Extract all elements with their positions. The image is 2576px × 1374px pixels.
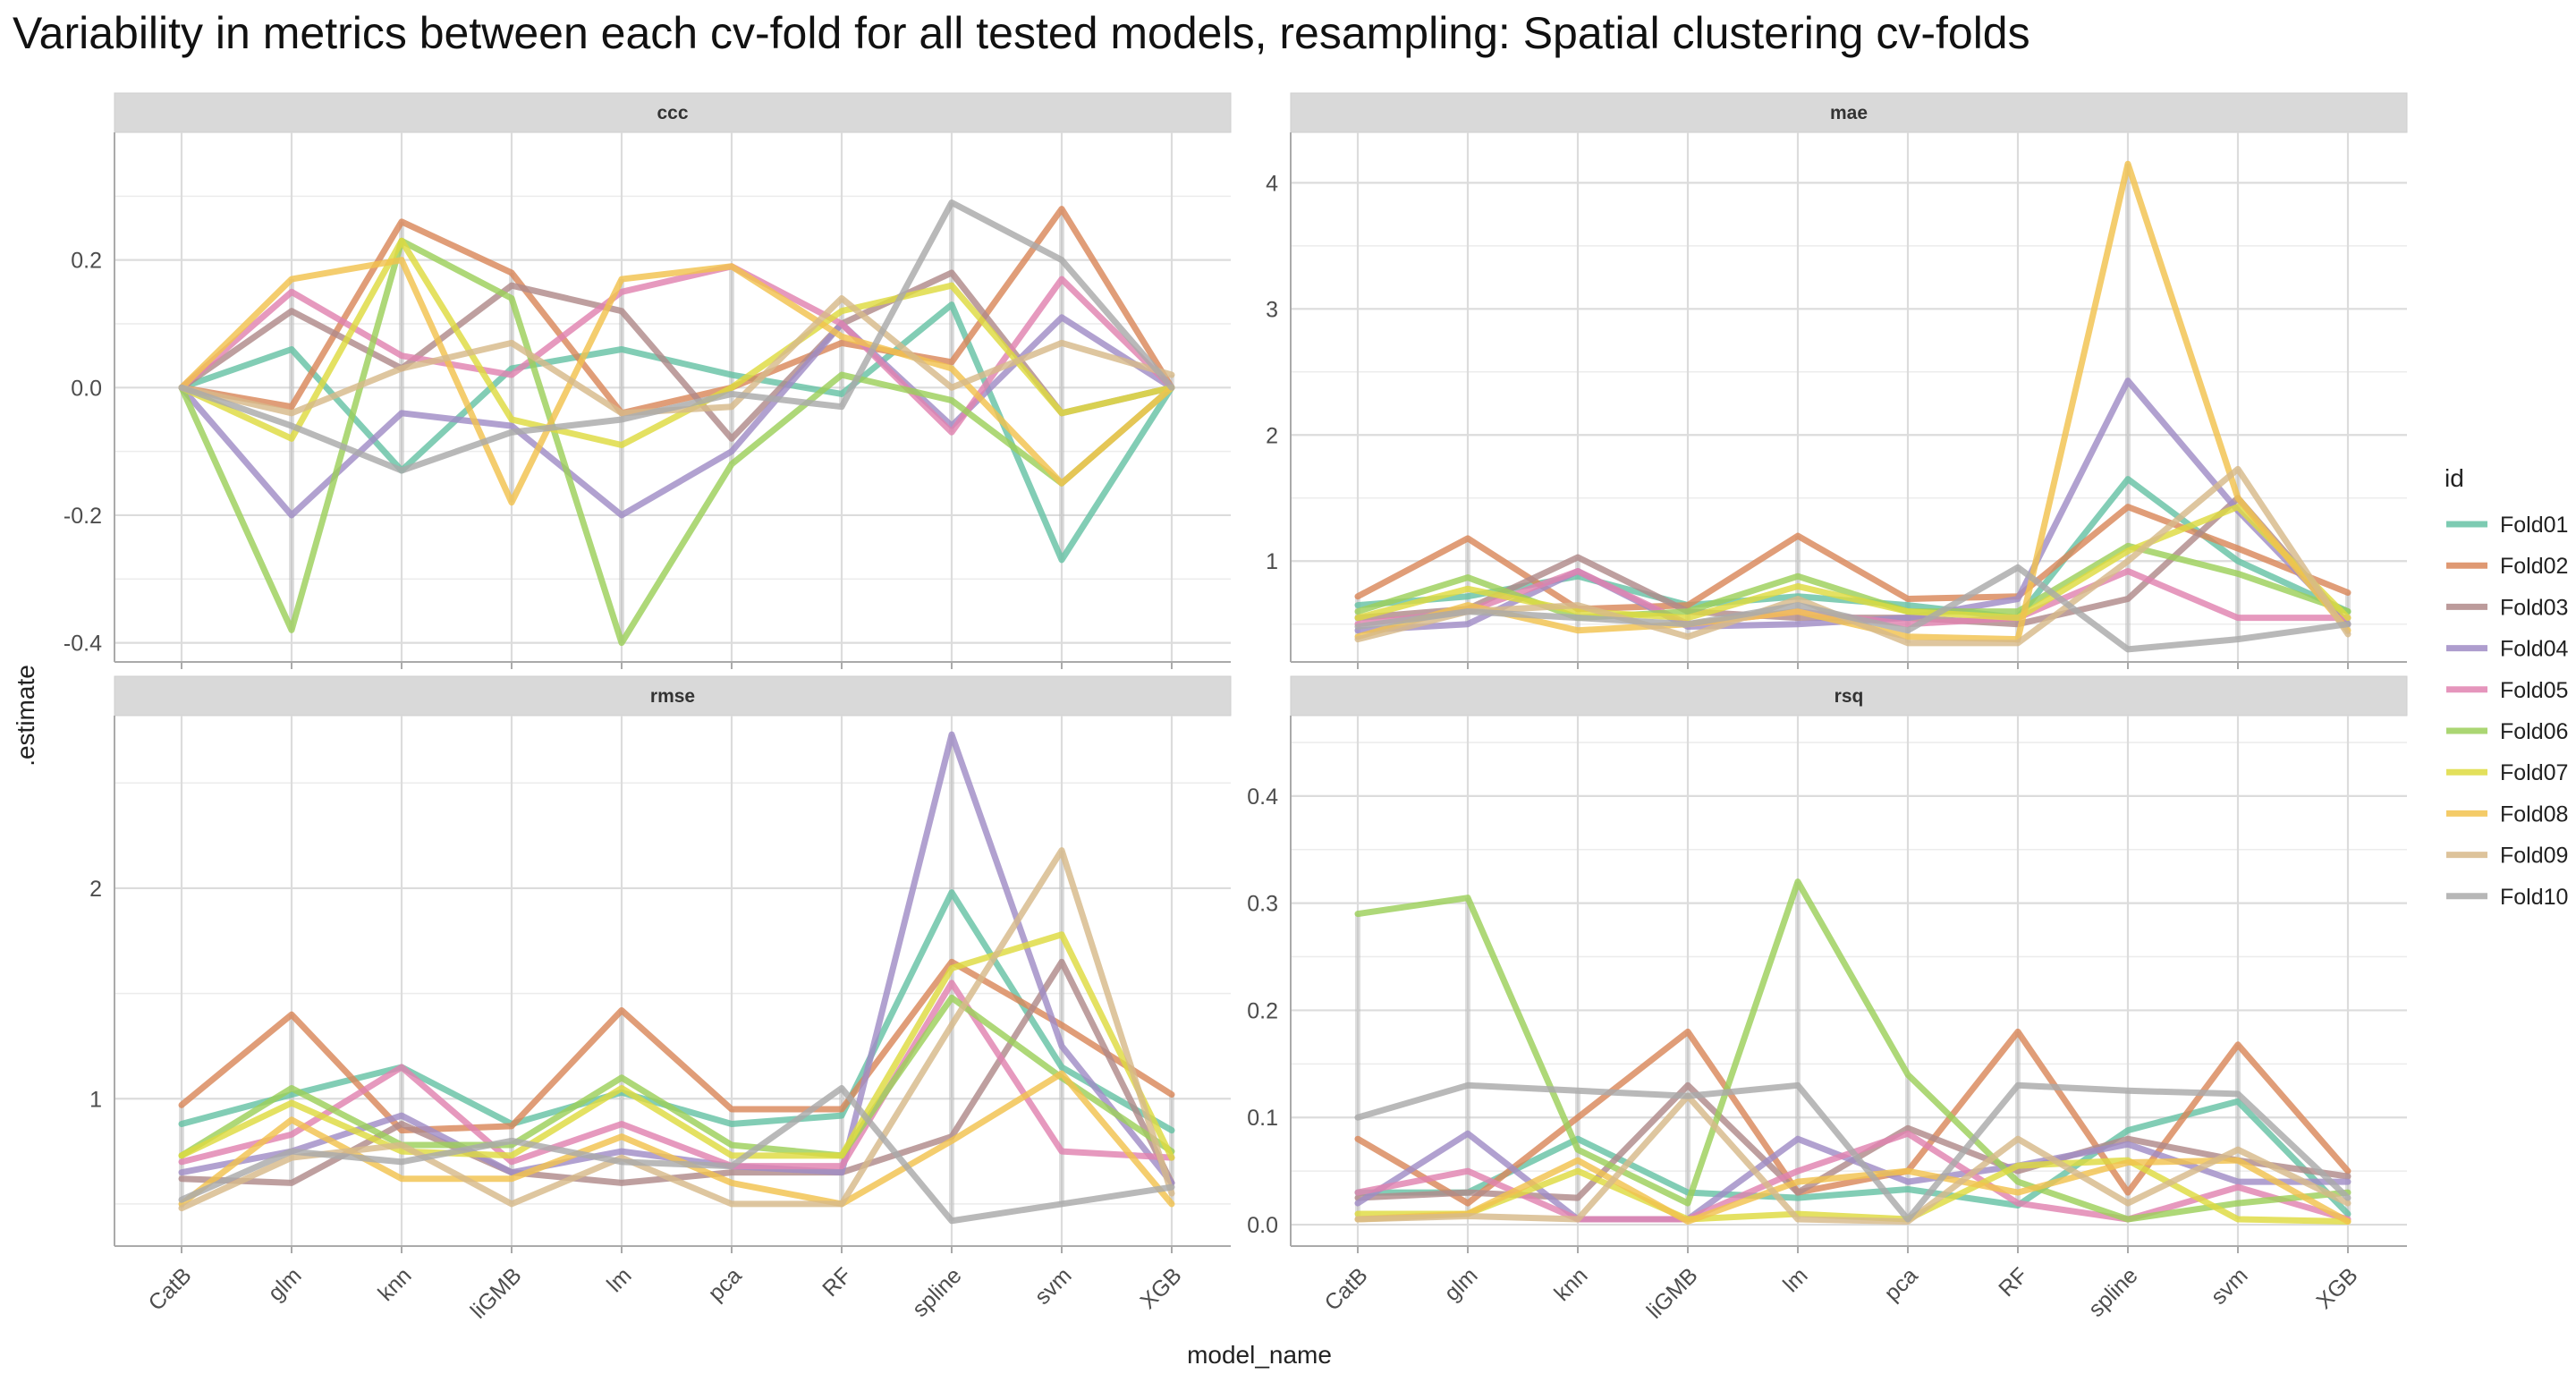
strip-mae [1290, 92, 2408, 133]
series-line-fold06-ccc [178, 237, 1175, 647]
strip-label-mae: mae [1830, 103, 1868, 123]
strip-rsq [1290, 675, 2408, 717]
series-line-fold09-rmse [178, 847, 1175, 1212]
x-tick-label: lm [602, 1263, 636, 1297]
legend-label-fold05: Fold05 [2500, 678, 2568, 703]
y-tick-label: 2 [1266, 423, 1278, 448]
series-line-fold02-ccc [178, 206, 1175, 417]
y-tick-label: 0.2 [71, 249, 102, 274]
series-line-fold04-ccc [178, 314, 1175, 519]
x-tick-label: spline [2084, 1263, 2143, 1322]
legend-title: id [2445, 464, 2464, 492]
x-tick-label: knn [1549, 1263, 1592, 1306]
series-line-fold03-rmse [178, 958, 1175, 1186]
strip-label-rmse: rmse [650, 686, 695, 707]
series-line-fold10-rmse [178, 1085, 1175, 1225]
legend-label-fold04: Fold04 [2500, 637, 2569, 662]
y-tick-label: 0.3 [1247, 892, 1278, 917]
legend-label-fold08: Fold08 [2500, 802, 2568, 827]
y-axis-title: .estimate [12, 665, 39, 767]
y-tick-label: 1 [89, 1087, 102, 1112]
x-tick-label: pca [703, 1263, 746, 1306]
legend-label-fold06: Fold06 [2500, 719, 2568, 744]
y-tick-label: -0.2 [64, 504, 102, 529]
series-line-fold05-rmse [178, 980, 1175, 1170]
x-tick-label: pca [1879, 1263, 1922, 1306]
series-line-fold04-rmse [178, 731, 1175, 1186]
legend-label-fold09: Fold09 [2500, 844, 2568, 869]
series-line-fold09-rsq [1354, 1092, 2351, 1225]
y-tick-label: 3 [1266, 297, 1278, 322]
series-line-fold08-ccc [178, 257, 1175, 506]
y-tick-label: 0.1 [1247, 1106, 1278, 1131]
strip-label-ccc: ccc [657, 103, 688, 123]
series-line-fold10-rsq [1354, 1081, 2351, 1223]
y-tick-label: 1 [1266, 549, 1278, 574]
series-line-fold07-rsq [1354, 1157, 2351, 1225]
legend: id Fold01 Fold02 Fold03 Fold04 Fold05 Fold06 Fo… [2445, 464, 2569, 910]
series-line-fold05-ccc [178, 263, 1175, 436]
series-line-fold01-ccc [178, 301, 1175, 564]
x-tick-label: lm [1778, 1263, 1812, 1297]
x-tick-label: knn [373, 1263, 416, 1306]
legend-label-fold02: Fold02 [2500, 554, 2568, 579]
series-line-fold06-rsq [1354, 878, 2351, 1223]
x-tick-label: glm [1439, 1263, 1482, 1306]
y-tick-label: 0.0 [71, 376, 102, 401]
series-line-fold06-rmse [178, 994, 1175, 1159]
x-tick-label: XGB [1135, 1263, 1186, 1314]
x-tick-label: CatB [1320, 1263, 1373, 1316]
x-tick-label: svm [2206, 1263, 2252, 1310]
y-tick-label: 4 [1266, 171, 1278, 196]
series-line-fold07-ccc [178, 237, 1175, 448]
panel-ccc: ccc -0.4 -0.2 0.0 0.2 [64, 92, 1232, 669]
legend-label-fold03: Fold03 [2500, 595, 2568, 620]
x-tick-label: RF [818, 1263, 856, 1302]
y-tick-label: -0.4 [64, 632, 102, 657]
legend-label-fold10: Fold10 [2500, 885, 2568, 910]
series-line-fold07-rmse [178, 931, 1175, 1161]
x-tick-label: RF [1994, 1263, 2032, 1302]
series-line-fold07-mae [1354, 504, 2351, 622]
x-tick-label: XGB [2311, 1263, 2362, 1314]
chart-title: Variability in metrics between each cv-f… [13, 8, 2030, 58]
y-tick-label: 2 [89, 877, 102, 902]
x-tick-label: liGMB [1642, 1263, 1703, 1324]
x-tick-label: spline [908, 1263, 967, 1322]
legend-label-fold07: Fold07 [2500, 760, 2568, 785]
series-line-fold02-rmse [178, 958, 1175, 1134]
strip-ccc [114, 92, 1232, 133]
strip-label-rsq: rsq [1835, 686, 1864, 707]
y-tick-label: 0.2 [1247, 998, 1278, 1023]
x-tick-label: glm [263, 1263, 306, 1306]
strip-rmse [114, 675, 1232, 717]
x-tick-label: CatB [144, 1263, 197, 1316]
y-tick-label: 0.0 [1247, 1213, 1278, 1238]
series-line-fold10-mae [1354, 564, 2351, 653]
x-tick-label: svm [1030, 1263, 1076, 1310]
legend-label-fold01: Fold01 [2500, 513, 2568, 538]
series-line-fold02-rsq [1354, 1028, 2351, 1207]
panel-rsq: rsq 0.0 0.1 0.2 0.3 0.4 CatB glm knn liGMB lm pca RF… [1247, 675, 2408, 1324]
series-line-fold10-ccc [178, 199, 1175, 474]
panel-rmse: rmse 1 2 CatB glm knn liGMB lm pca RF spline svm XGB [89, 675, 1232, 1324]
x-tick-label: liGMB [466, 1263, 527, 1324]
y-tick-label: 0.4 [1247, 785, 1278, 810]
panel-mae: mae 1 2 3 4 [1266, 92, 2408, 669]
x-axis-title: model_name [1187, 1341, 1332, 1369]
series-line-fold08-rsq [1354, 1157, 2351, 1225]
